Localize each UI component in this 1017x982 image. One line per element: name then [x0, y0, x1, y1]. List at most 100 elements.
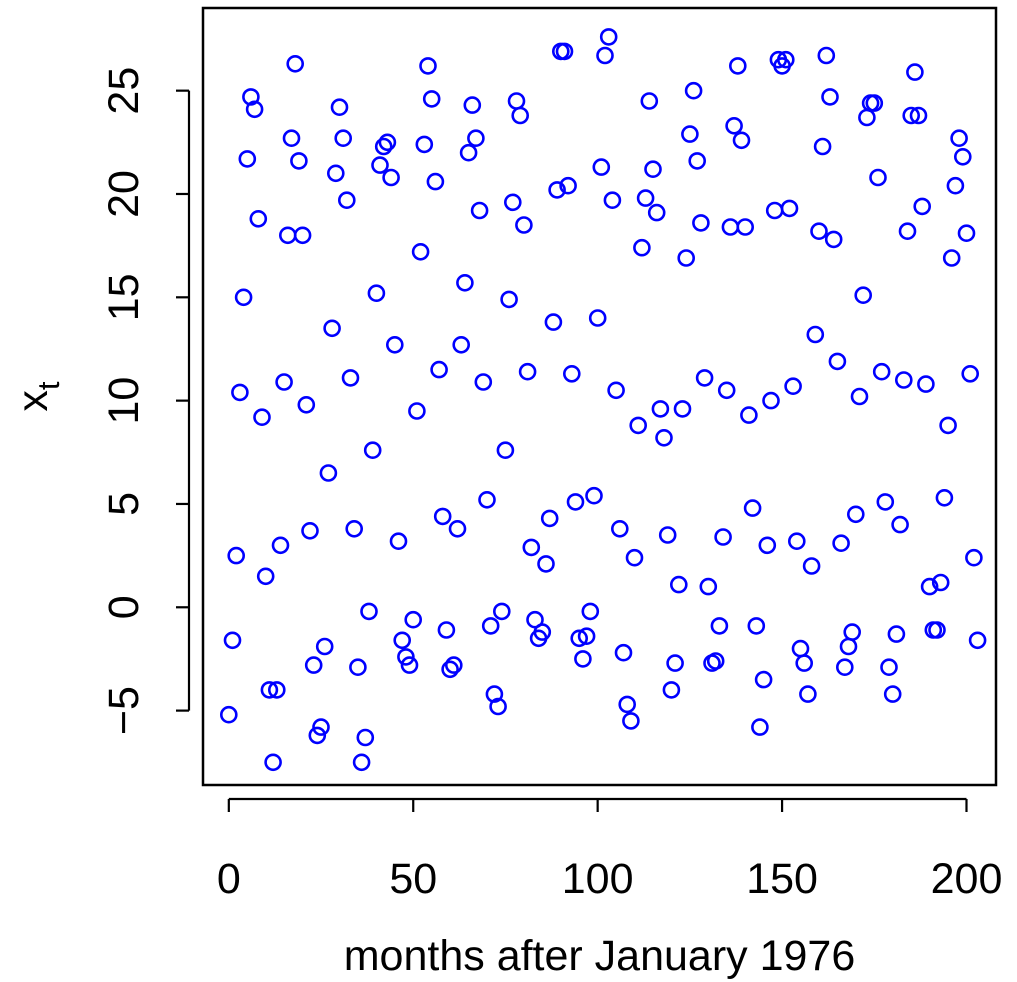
- data-point: [710, 617, 729, 635]
- data-point: [400, 656, 419, 674]
- data-point: [470, 201, 489, 220]
- x-axis: 0 50 100 150 200: [217, 797, 1002, 903]
- data-point: [323, 319, 341, 338]
- data-point: [673, 400, 692, 418]
- data-point: [220, 705, 238, 724]
- data-point: [791, 639, 810, 658]
- data-point: [695, 369, 714, 387]
- data-point: [891, 515, 909, 534]
- data-point: [692, 214, 710, 232]
- y-axis: −5 0 5 10 15 20 25: [100, 67, 191, 735]
- data-point: [629, 416, 648, 435]
- data-point: [397, 648, 415, 666]
- data-point: [647, 203, 666, 222]
- data-point: [290, 152, 308, 170]
- data-point: [740, 406, 758, 424]
- data-point: [507, 92, 526, 110]
- data-point: [415, 135, 434, 154]
- data-point: [965, 548, 983, 567]
- data-point: [931, 573, 950, 592]
- data-point: [677, 249, 696, 267]
- data-point: [662, 681, 681, 699]
- data-point: [736, 218, 755, 236]
- data-point: [260, 681, 279, 699]
- data-point: [894, 371, 913, 389]
- data-point: [717, 381, 736, 400]
- data-point: [382, 168, 400, 187]
- data-point: [574, 650, 592, 668]
- data-point: [968, 631, 987, 650]
- data-point: [356, 728, 375, 747]
- data-point: [758, 536, 777, 555]
- data-point: [795, 654, 814, 672]
- y-axis-label-subscript: t: [31, 381, 66, 390]
- data-point: [481, 617, 500, 635]
- data-point: [644, 160, 662, 178]
- data-point: [408, 402, 426, 420]
- data-point: [463, 96, 482, 114]
- data-point: [828, 352, 847, 371]
- data-point: [961, 364, 980, 383]
- data-point: [540, 509, 559, 528]
- y-tick-label: 25: [100, 67, 148, 115]
- data-point: [297, 395, 316, 414]
- data-point: [456, 273, 474, 292]
- data-point: [374, 137, 393, 156]
- data-point: [850, 387, 869, 406]
- data-point: [334, 129, 353, 147]
- x-tick-label: 50: [389, 855, 437, 903]
- data-point: [264, 753, 282, 772]
- data-point: [920, 577, 939, 596]
- data-point: [935, 488, 954, 507]
- data-point: [917, 375, 935, 393]
- data-point: [485, 685, 504, 703]
- data-point: [633, 238, 651, 257]
- data-point: [337, 191, 356, 209]
- data-point: [824, 230, 843, 249]
- data-points: [220, 28, 987, 772]
- data-point: [784, 377, 802, 396]
- data-point: [585, 486, 603, 505]
- y-tick-label: 10: [100, 377, 148, 425]
- data-point: [883, 685, 902, 703]
- data-point: [566, 493, 585, 511]
- data-point: [721, 218, 740, 236]
- data-point: [441, 660, 459, 679]
- data-point: [253, 408, 271, 427]
- data-point: [393, 631, 412, 650]
- data-point: [278, 226, 297, 245]
- data-point: [928, 621, 946, 639]
- data-point: [548, 181, 566, 199]
- data-point: [349, 658, 367, 677]
- data-point: [544, 313, 563, 331]
- data-point: [953, 148, 972, 166]
- data-point: [640, 92, 659, 110]
- data-point: [946, 176, 965, 195]
- data-point: [592, 158, 611, 176]
- data-point: [448, 519, 467, 538]
- data-point: [459, 143, 478, 162]
- y-axis-label: xt: [9, 381, 66, 412]
- data-point: [426, 172, 445, 191]
- data-point: [817, 46, 836, 65]
- data-point: [780, 199, 799, 218]
- data-point: [267, 681, 286, 699]
- data-point: [227, 546, 245, 565]
- data-point: [909, 106, 928, 125]
- data-point: [751, 718, 769, 736]
- data-point: [854, 286, 873, 305]
- data-point: [286, 54, 305, 73]
- y-tick-label: 0: [100, 595, 148, 619]
- data-point: [444, 656, 463, 674]
- data-point: [950, 129, 968, 147]
- data-point: [371, 156, 389, 174]
- data-point: [363, 441, 382, 460]
- data-point: [503, 193, 522, 212]
- data-point: [813, 137, 832, 156]
- y-tick-label: 20: [100, 170, 148, 218]
- data-point: [869, 168, 887, 187]
- data-point: [518, 362, 537, 381]
- data-point: [898, 222, 917, 240]
- data-point: [271, 536, 290, 555]
